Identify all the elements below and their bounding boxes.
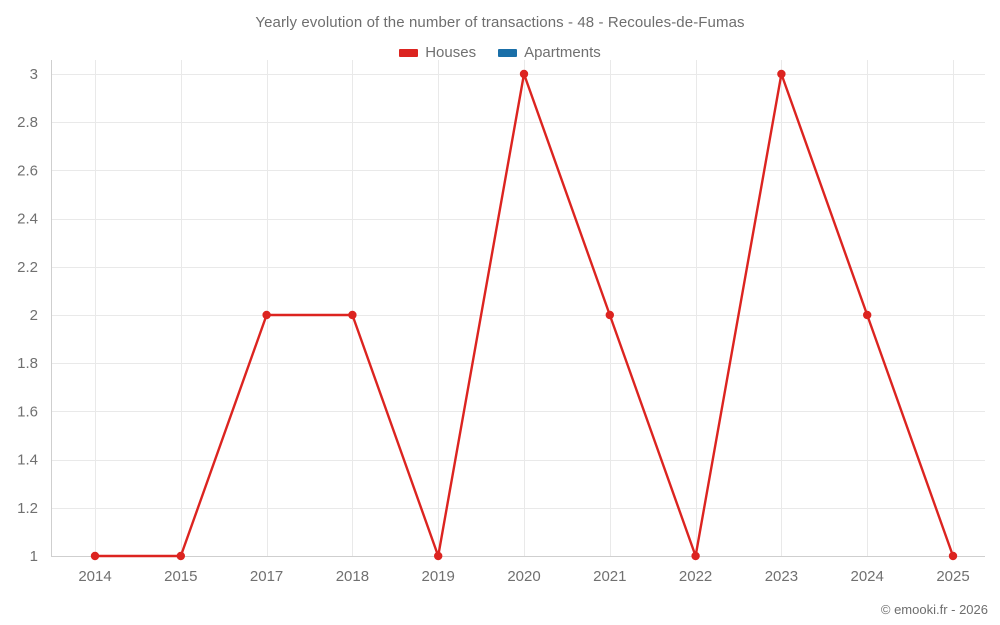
x-tick-label: 2023 [765, 568, 798, 585]
legend-label-apartments: Apartments [524, 44, 601, 61]
y-tick-label: 3 [30, 66, 38, 83]
copyright-credit: © emooki.fr - 2026 [880, 602, 988, 617]
x-tick-label: 2024 [851, 568, 884, 585]
data-point-marker[interactable] [519, 69, 529, 79]
legend-item-apartments[interactable]: Apartments [498, 45, 601, 60]
legend-swatch-apartments [498, 48, 518, 57]
y-tick-label: 1.6 [17, 403, 38, 420]
data-point-marker[interactable] [348, 310, 357, 320]
x-tick-label: 2022 [679, 568, 712, 585]
legend-label-houses: Houses [425, 44, 477, 61]
data-point-marker[interactable] [863, 310, 872, 320]
data-point-marker[interactable] [605, 310, 614, 320]
y-axis-tick-labels: 1 1.2 1.4 1.6 1.8 2 2.2 2.4 2.6 2.8 3 [17, 66, 38, 565]
y-tick-label: 2.6 [17, 162, 38, 179]
data-point-marker[interactable] [948, 551, 958, 561]
y-tick-label: 2.8 [17, 114, 38, 131]
x-tick-label: 2019 [422, 568, 455, 585]
y-tick-label: 1.4 [17, 452, 38, 469]
x-tick-label: 2021 [593, 568, 626, 585]
x-axis-tick-labels: 2014 2015 2017 2018 2019 2020 2021 2022 2023 2024… [78, 568, 969, 585]
legend-item-houses[interactable]: Houses [399, 45, 476, 60]
legend-swatch-houses [399, 48, 419, 57]
data-point-marker[interactable] [262, 310, 271, 320]
y-tick-label: 2.4 [17, 211, 38, 228]
chart-legend: Houses Apartments [0, 45, 1000, 60]
y-tick-label: 1.2 [17, 500, 38, 517]
y-tick-label: 2 [30, 307, 38, 324]
y-tick-label: 1 [30, 548, 38, 565]
x-tick-label: 2014 [78, 568, 111, 585]
x-tick-label: 2025 [936, 568, 969, 585]
y-tick-label: 2.2 [17, 259, 38, 276]
data-point-marker[interactable] [176, 551, 185, 561]
axis-layer [51, 60, 985, 557]
series-layer [90, 69, 958, 561]
data-point-marker[interactable] [90, 551, 100, 561]
y-tick-label: 1.8 [17, 355, 38, 372]
x-tick-label: 2017 [250, 568, 283, 585]
grid-layer [51, 60, 985, 557]
x-tick-label: 2015 [164, 568, 197, 585]
data-point-marker[interactable] [691, 551, 700, 561]
data-point-marker[interactable] [777, 69, 786, 79]
chart-title: Yearly evolution of the number of transa… [255, 14, 745, 31]
x-tick-label: 2020 [507, 568, 540, 585]
x-tick-label: 2018 [336, 568, 369, 585]
data-point-marker[interactable] [434, 551, 443, 561]
